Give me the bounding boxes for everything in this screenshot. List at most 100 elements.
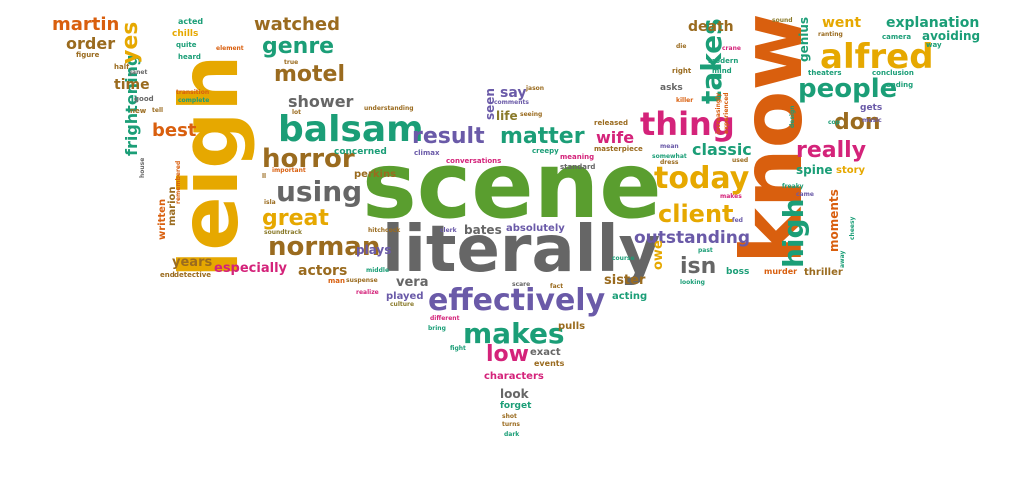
word-dress: dress [660, 159, 679, 166]
word-using: using [276, 175, 363, 208]
word-matter: matter [500, 124, 585, 149]
word-went: went [822, 15, 862, 31]
word-end: end [160, 271, 175, 279]
word-design: design [789, 105, 796, 128]
word-outstanding: outstanding [634, 228, 750, 248]
word-plays: plays [356, 243, 392, 257]
word-heard: heard [178, 53, 201, 61]
word-perkins: perkins [354, 169, 397, 180]
word-people: people [798, 74, 898, 104]
word-complete: complete [178, 97, 210, 104]
word-effectively: effectively [428, 283, 606, 318]
word-dark: dark [504, 431, 520, 438]
word-realize: realize [356, 289, 379, 296]
word-suspense: suspense [346, 277, 378, 284]
word-bring: bring [428, 325, 446, 332]
word-ending: ending [886, 81, 914, 89]
word-shower: shower [288, 92, 354, 111]
word-gets: gets [860, 103, 883, 113]
word-yes: yes [118, 21, 143, 64]
word-years: years [172, 255, 213, 270]
word-characters: characters [484, 371, 544, 382]
word-mind: mind [712, 67, 732, 75]
word-look: look [500, 387, 529, 401]
word-boss: boss [726, 267, 750, 277]
word-watched: watched [254, 14, 340, 35]
word-fact: fact [550, 283, 564, 290]
word-figure: figure [76, 51, 100, 59]
word-say: say [500, 85, 527, 101]
word-time: time [114, 77, 150, 93]
word-ranting: ranting [818, 31, 843, 38]
word-creepy: creepy [532, 147, 559, 155]
word-increasingly: increasingly [715, 92, 722, 134]
word-balsam: balsam [278, 109, 424, 150]
word-conversations: conversations [446, 157, 502, 165]
word-martin: martin [52, 14, 120, 35]
word-sound: sound [772, 17, 793, 24]
word-music: music [862, 117, 882, 124]
word-way: way [926, 41, 942, 49]
word-element: element [216, 45, 244, 52]
word-acted: acted [178, 17, 204, 26]
word-low: low [486, 342, 529, 367]
word-moments: moments [827, 189, 841, 252]
word-horror: horror [262, 144, 355, 174]
word-murder: murder [764, 267, 798, 276]
word-experienced: experienced [723, 92, 730, 134]
word-norman: norman [268, 232, 381, 262]
word-different: different [430, 315, 460, 322]
word-client: client [658, 200, 734, 228]
word-conclusion: conclusion [872, 69, 914, 77]
word-freaky: freaky [782, 183, 804, 190]
word-thriller: thriller [804, 267, 843, 278]
word-detective: detective [174, 271, 212, 279]
word-past: past [698, 247, 713, 254]
word-thing: thing [640, 105, 735, 143]
word-classic: classic [692, 140, 752, 159]
word-transition: transition [176, 89, 210, 96]
word-standard: standard [560, 163, 596, 171]
word-high: high [777, 198, 810, 268]
word-written: written [157, 198, 168, 240]
word-story: story [836, 165, 866, 176]
word-fight: fight [450, 345, 466, 352]
word-spine: spine [796, 163, 833, 177]
word-asks: asks [660, 83, 683, 93]
word-alfred: alfred [820, 37, 934, 77]
word-right: right [672, 67, 692, 75]
word-avoiding: avoiding [922, 29, 981, 43]
word-especially: especially [214, 261, 287, 276]
word-result: result [412, 124, 485, 149]
word-isn: isn [680, 254, 717, 279]
word-clerk: clerk [440, 227, 457, 234]
word-released: released [594, 119, 628, 127]
word-events: events [534, 359, 565, 368]
word-comments: comments [494, 99, 529, 106]
word-man: man [328, 277, 346, 285]
word-literally: literally [382, 213, 661, 287]
word-course: course [612, 255, 635, 262]
word-away: away [839, 250, 846, 268]
word-really: really [796, 138, 867, 163]
word-modern: modern [708, 57, 739, 65]
word-cheesy: cheesy [849, 216, 856, 240]
word-important: important [272, 167, 306, 174]
word-came: came [796, 191, 814, 198]
word-soundtrack: soundtrack [264, 229, 302, 236]
word-crane: crane [722, 45, 741, 52]
word-quite: quite [176, 41, 197, 49]
word-best: best [152, 120, 197, 141]
word-exact: exact [530, 347, 561, 358]
word-killer: killer [676, 97, 694, 104]
word-wife: wife [596, 128, 635, 147]
word-actors: actors [298, 263, 348, 279]
word-half: half [114, 63, 130, 71]
word-isla: isla [264, 199, 276, 206]
word-death: death [688, 19, 734, 35]
word-played: played [386, 291, 424, 302]
word-makes-small: makes [720, 193, 742, 200]
word-forget: forget [500, 401, 532, 411]
word-explanation: explanation [886, 15, 980, 31]
